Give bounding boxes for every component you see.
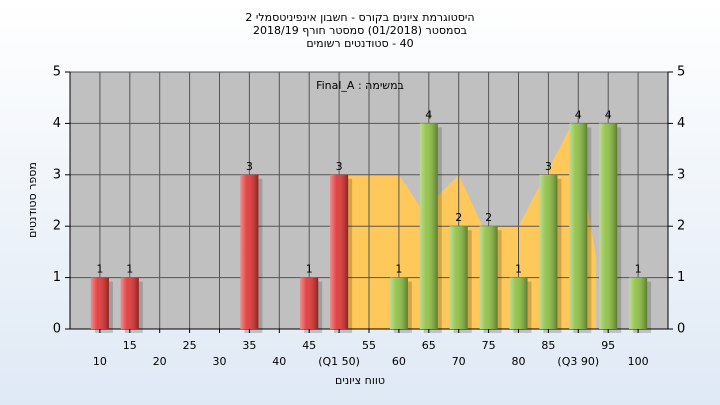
x-tick-label: (Q3 90) — [557, 355, 599, 368]
data-label: 2 — [485, 211, 492, 224]
data-label: 1 — [395, 263, 402, 276]
data-label: 1 — [96, 263, 103, 276]
x-tick-label: 10 — [93, 355, 107, 368]
y2-tick-label: 0 — [677, 322, 685, 337]
bar-shade — [629, 277, 648, 329]
x-tick-label: 75 — [482, 339, 496, 352]
x-tick-label: 25 — [183, 339, 197, 352]
data-label: 3 — [336, 160, 343, 173]
bar-shade — [599, 123, 618, 330]
bar-shade — [539, 174, 558, 329]
y-axis-label: מספר סטודנטים — [26, 162, 39, 238]
y2-tick-label: 4 — [677, 116, 685, 131]
bar-shade — [120, 277, 139, 329]
data-label: 4 — [575, 108, 582, 121]
y2-tick-label: 1 — [677, 270, 685, 285]
title-line: בסמסטר (01/2018) סמסטר חורף 2018/19 — [253, 24, 467, 37]
data-label: 4 — [425, 108, 432, 121]
x-tick-label: 100 — [628, 355, 649, 368]
y-tick-label: 2 — [53, 219, 61, 234]
title-line: 40 - סטודנטים רשומים — [306, 37, 413, 50]
x-tick-label: (Q1 50) — [318, 355, 360, 368]
data-label: 2 — [455, 211, 462, 224]
x-tick-label: 85 — [541, 339, 555, 352]
data-label: 3 — [246, 160, 253, 173]
bar-shade — [419, 123, 438, 330]
data-label: 1 — [635, 263, 642, 276]
data-label: 1 — [126, 263, 133, 276]
bar-shade — [300, 277, 319, 329]
y2-tick-label: 3 — [677, 167, 685, 182]
y-tick-label: 0 — [53, 322, 61, 337]
x-tick-label: 30 — [213, 355, 227, 368]
x-tick-label: 40 — [272, 355, 286, 368]
bar-shade — [240, 174, 259, 329]
x-tick-label: 60 — [392, 355, 406, 368]
y2-tick-label: 2 — [677, 219, 685, 234]
bar-shade — [389, 277, 408, 329]
bar-shade — [330, 174, 349, 329]
bar-shade — [569, 123, 588, 330]
data-label: 3 — [545, 160, 552, 173]
data-label: 1 — [515, 263, 522, 276]
bar-shade — [449, 226, 468, 329]
x-tick-label: 95 — [601, 339, 615, 352]
y-tick-label: 5 — [53, 65, 61, 80]
x-tick-label: 35 — [242, 339, 256, 352]
data-label: 1 — [306, 263, 313, 276]
data-label: 4 — [605, 108, 612, 121]
x-axis-label: טווח ציונים — [335, 374, 385, 387]
y-tick-label: 3 — [53, 167, 61, 182]
x-tick-label: 80 — [512, 355, 526, 368]
x-tick-label: 20 — [153, 355, 167, 368]
title-line: היסטוגרמת ציונים בקורס - חשבון אינפיניטס… — [245, 11, 474, 24]
y-tick-label: 4 — [53, 116, 61, 131]
annotation: במשימה : Final_A — [316, 79, 404, 92]
bar-shade — [90, 277, 109, 329]
bar-shade — [509, 277, 528, 329]
x-tick-label: 65 — [422, 339, 436, 352]
x-tick-label: 55 — [362, 339, 376, 352]
x-tick-label: 45 — [302, 339, 316, 352]
y-tick-label: 1 — [53, 270, 61, 285]
x-tick-label: 70 — [452, 355, 466, 368]
bar-shade — [479, 226, 498, 329]
y2-tick-label: 5 — [677, 65, 685, 80]
x-tick-label: 15 — [123, 339, 137, 352]
